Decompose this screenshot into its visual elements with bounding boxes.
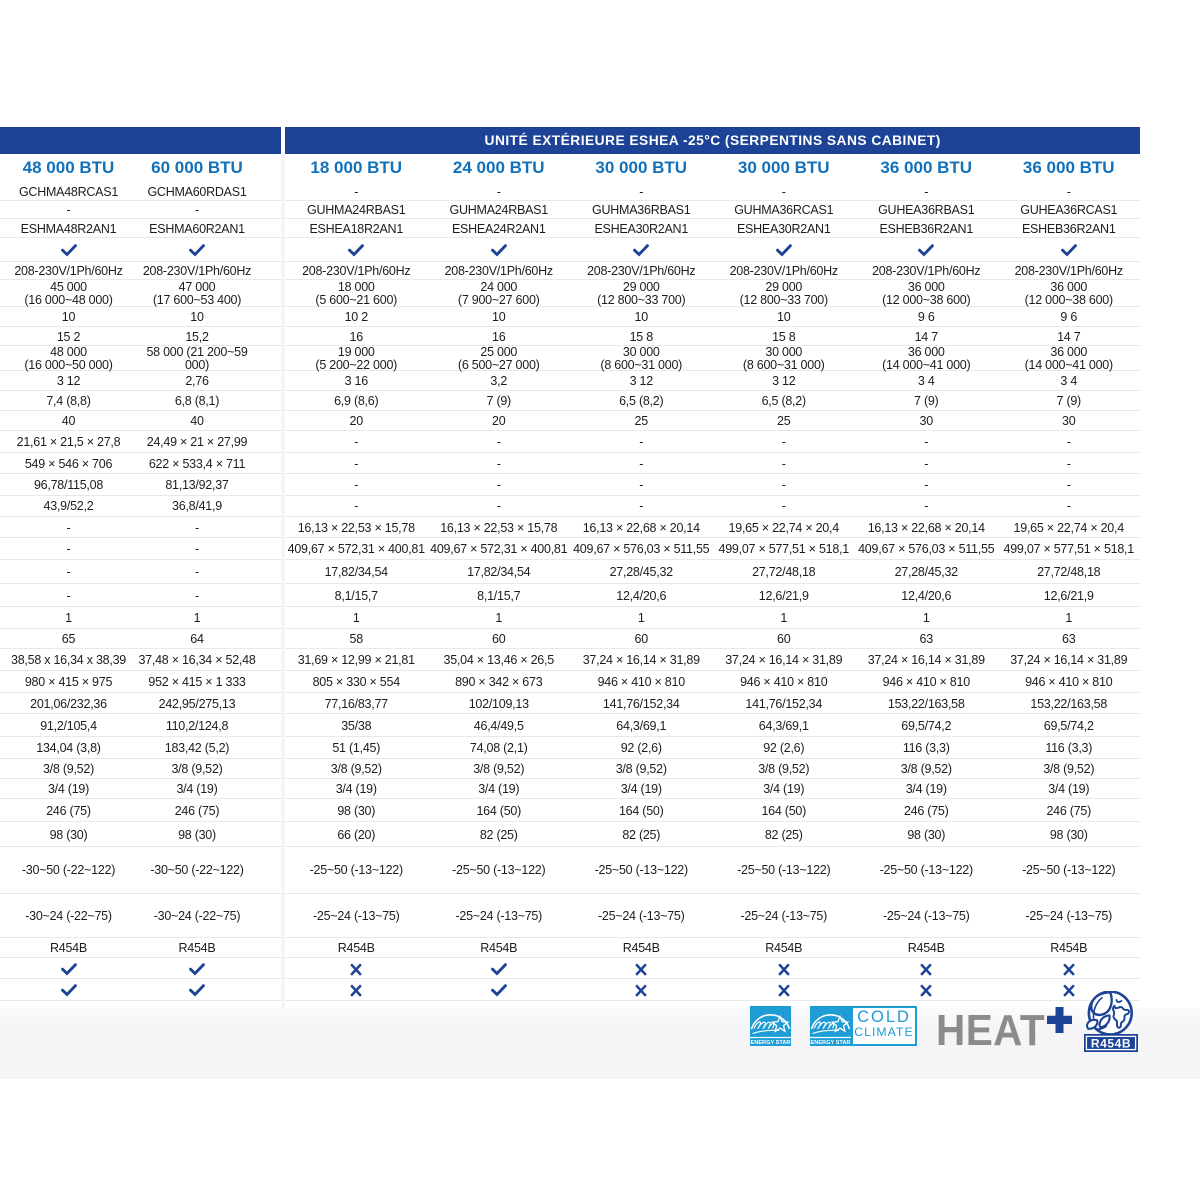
svg-text:ENERGY STAR: ENERGY STAR xyxy=(751,1040,791,1046)
svg-text:R454B: R454B xyxy=(1091,1037,1131,1051)
svg-text:ENERGY STAR: ENERGY STAR xyxy=(811,1040,851,1046)
